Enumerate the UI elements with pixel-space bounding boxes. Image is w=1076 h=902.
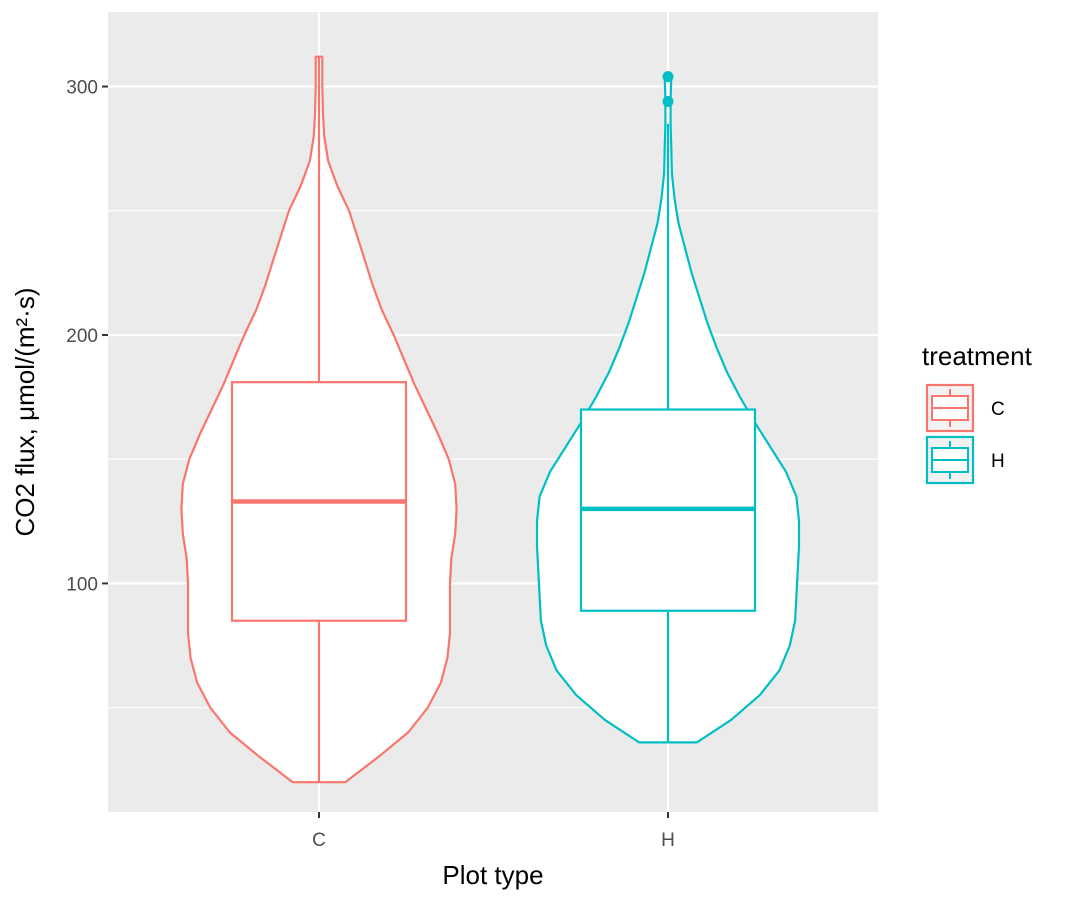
x-axis-title: Plot type (442, 860, 543, 890)
y-tick-label: 100 (66, 574, 98, 595)
legend-label: C (991, 399, 1005, 420)
x-tick-label: C (312, 830, 326, 851)
chart-marks (180, 55, 801, 784)
legend: treatment CH (922, 341, 1033, 485)
legend-keys: CH (925, 383, 1005, 485)
outlier-H (662, 95, 674, 107)
y-tick-label: 200 (66, 326, 98, 347)
legend-key-C: C (925, 383, 1005, 433)
legend-frame (925, 435, 975, 485)
legend-label: H (991, 451, 1005, 472)
legend-title: treatment (922, 341, 1033, 371)
y-axis-title: CO2 flux, μmol/(m²·s) (10, 288, 40, 537)
outlier-H (662, 71, 674, 83)
legend-key-H: H (925, 435, 1005, 485)
y-axis: 100 200 300 (66, 78, 108, 595)
legend-frame (925, 383, 975, 433)
y-tick-label: 300 (66, 78, 98, 99)
x-tick-label: H (661, 830, 675, 851)
